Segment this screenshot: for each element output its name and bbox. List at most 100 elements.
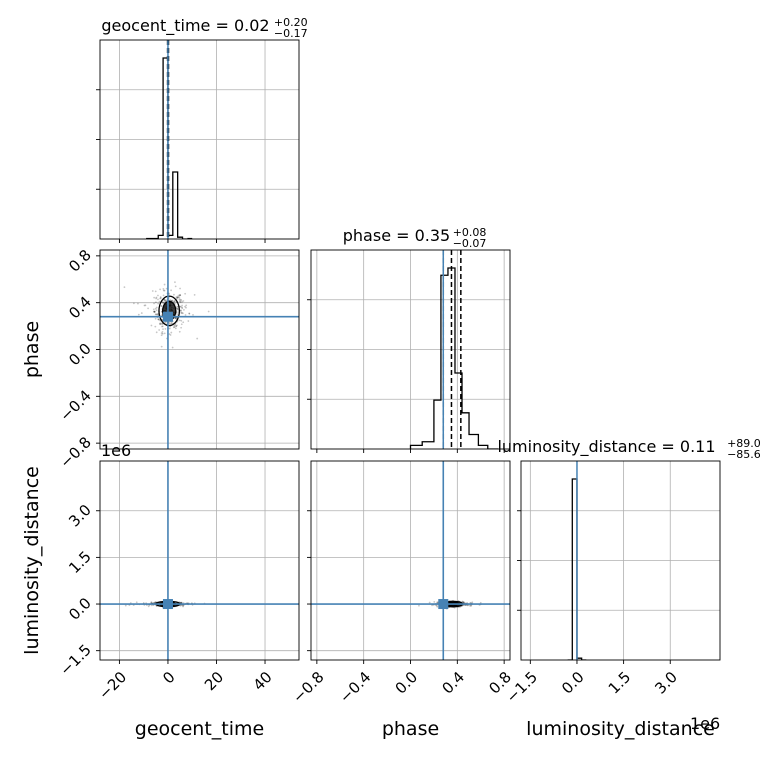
sample-point [182,321,185,324]
sample-point [164,299,167,302]
sample-point [160,305,163,307]
sample-point [159,297,162,300]
sample-point [162,328,164,331]
sample-point [137,302,139,305]
sample-point [180,601,183,604]
sample-point [176,296,179,299]
sample-point [160,334,163,337]
sample-point [176,305,179,308]
sample-point [156,313,159,316]
histogram-geocent_time [157,57,188,239]
sample-point [174,281,176,284]
sample-point [170,289,173,292]
sample-point [153,311,156,313]
sample-point [471,601,474,604]
sample-point [171,299,174,302]
y-tick-label: 0.0 [65,340,95,370]
y-axis-label-phase: phase [21,321,43,378]
sample-point [462,601,465,603]
sample-point [163,298,166,301]
sample-point [163,289,166,292]
x-tick-label: 0.0 [392,668,422,698]
sample-point [188,312,191,315]
x-tick-label: 1.5 [605,668,635,698]
sample-point [157,302,160,305]
sample-point [157,298,159,301]
sample-point [178,294,181,297]
sample-point [179,294,182,296]
sample-point [180,299,183,302]
title-lower-error: −0.07 [453,237,487,250]
sample-point [161,301,164,304]
title-phase: phase = 0.35 +0.08−0.07 [343,226,487,250]
sample-point [461,600,464,603]
sample-point [169,334,172,336]
title-geocent_time: geocent_time = 0.02 +0.20−0.17 [101,16,307,40]
sample-point [154,307,157,310]
sample-point [123,286,126,289]
sample-point [155,309,158,312]
y-tick-label: −0.4 [56,386,94,424]
sample-point [431,604,433,607]
sample-point [137,313,140,316]
sample-point [124,604,127,607]
sample-point [160,332,163,335]
sample-point [144,304,147,307]
sample-point [154,317,157,320]
sample-point [165,287,168,290]
sample-point [175,307,178,310]
y-tick-label: −1.5 [56,641,94,679]
histogram-panel-luminosity_distance [521,461,720,660]
scatter-panel-geocent_time-phase [100,250,299,449]
sample-point [192,313,194,316]
sample-point [171,300,174,302]
sample-point [168,333,171,335]
title-lower-error: −85.69 [727,448,760,461]
sample-point [165,299,167,301]
sample-point [177,294,180,297]
sample-point [152,308,155,311]
sample-point [162,301,165,304]
sample-point [150,324,153,327]
sample-point [150,601,153,604]
sample-point [158,318,160,321]
sample-point [180,305,182,308]
sample-point [150,601,153,604]
y-tick-label: 0.0 [65,594,95,624]
sample-point [179,604,182,607]
sample-point [174,317,177,320]
sample-point [179,305,182,308]
title-luminosity_distance: luminosity_distance = 0.11 +89.08−85.69 [497,437,760,461]
sample-point [147,605,150,608]
sample-point [180,310,182,313]
sample-point [418,604,420,607]
sample-point [155,297,157,300]
sample-point [193,293,196,296]
sample-point [155,313,158,316]
sample-point [173,293,175,296]
sample-point [428,601,431,604]
sample-point [152,310,155,313]
sample-point [185,306,187,309]
sample-point [168,323,171,325]
sample-point [155,296,158,299]
sample-point [182,300,185,302]
sample-point [163,283,166,286]
title-upper-error: +89.08 [727,437,760,450]
sample-point [462,601,465,604]
sample-point [169,299,172,301]
sample-point [161,325,163,328]
sample-point [160,322,162,325]
sample-point [154,325,157,328]
sample-point [153,601,156,604]
sample-point [153,310,156,313]
sample-point [159,288,161,291]
sample-point [158,322,161,325]
sample-point [180,312,183,314]
sample-point [160,297,162,299]
sample-point [435,604,438,607]
scatter-panel-geocent_time-luminosity_distance [100,461,299,660]
x-tick-label: −1.5 [503,668,541,706]
sample-point [436,601,438,604]
